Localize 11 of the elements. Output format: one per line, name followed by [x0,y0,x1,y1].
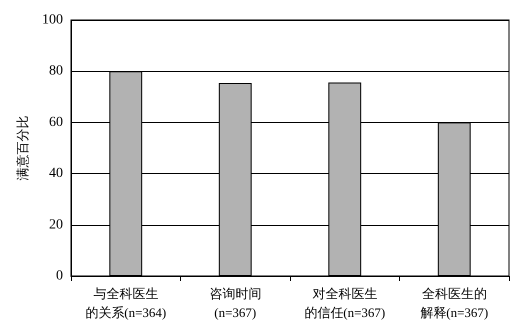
x-tick-label: 对全科医生的信任(n=367) [304,286,386,320]
y-tick-label: 20 [49,217,63,232]
y-tick-label: 100 [42,12,63,28]
y-tick-label: 80 [49,64,63,79]
x-tick-label: 全科医生的解释(n=367) [420,286,488,320]
y-tick-label: 40 [49,166,63,182]
y-tick-label: 60 [49,114,63,130]
y-axis-title: 满意百分比 [15,116,30,180]
x-tick-label: 咨询时间(n=367) [209,286,262,320]
y-tick-label: 0 [56,268,63,284]
x-tick-label: 与全科医生的关系(n=364) [85,286,166,320]
